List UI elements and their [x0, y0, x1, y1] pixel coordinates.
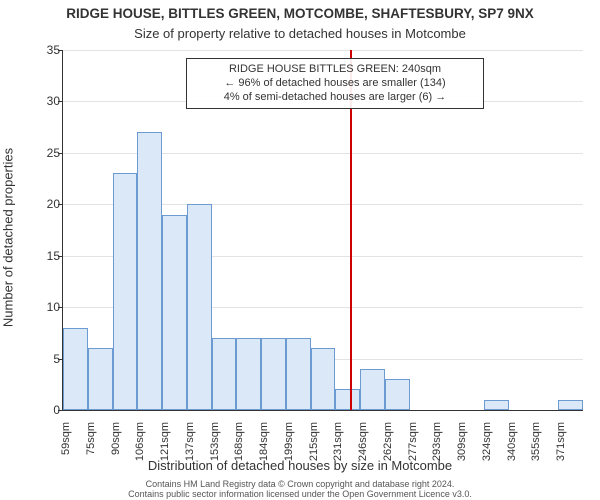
gridline: [63, 50, 583, 51]
histogram-bar: [63, 328, 88, 410]
histogram-bar: [360, 369, 385, 410]
histogram-bar: [286, 338, 311, 410]
y-tick-label: 20: [30, 197, 60, 211]
histogram-bar: [187, 204, 212, 410]
histogram-bar: [558, 400, 583, 410]
footer-line1: Contains HM Land Registry data © Crown c…: [146, 479, 455, 489]
histogram-bar: [236, 338, 261, 410]
histogram-bar: [385, 379, 410, 410]
chart-container: RIDGE HOUSE, BITTLES GREEN, MOTCOMBE, SH…: [0, 0, 600, 500]
y-tick-label: 5: [30, 352, 60, 366]
x-axis-label: Distribution of detached houses by size …: [0, 458, 600, 473]
annot-line3: 4% of semi-detached houses are larger (6…: [224, 91, 447, 103]
y-tick-label: 15: [30, 249, 60, 263]
histogram-bar: [88, 348, 113, 410]
histogram-bar: [261, 338, 286, 410]
plot-area: RIDGE HOUSE BITTLES GREEN: 240sqm ← 96% o…: [62, 50, 583, 411]
annot-line1: RIDGE HOUSE BITTLES GREEN: 240sqm: [229, 63, 441, 75]
chart-subtitle: Size of property relative to detached ho…: [0, 26, 600, 41]
histogram-bar: [162, 215, 187, 410]
histogram-bar: [137, 132, 162, 410]
histogram-bar: [212, 338, 237, 410]
histogram-bar: [484, 400, 509, 410]
footer-line2: Contains public sector information licen…: [128, 489, 472, 499]
y-tick-label: 10: [30, 300, 60, 314]
annotation-box: RIDGE HOUSE BITTLES GREEN: 240sqm ← 96% o…: [186, 58, 484, 109]
y-tick-label: 0: [30, 403, 60, 417]
histogram-bar: [335, 389, 360, 410]
footer: Contains HM Land Registry data © Crown c…: [0, 480, 600, 500]
y-axis-label: Number of detached properties: [1, 148, 16, 327]
y-tick-label: 35: [30, 43, 60, 57]
histogram-bar: [113, 173, 138, 410]
annot-line2: ← 96% of detached houses are smaller (13…: [224, 77, 445, 89]
y-tick-label: 30: [30, 94, 60, 108]
y-tick-label: 25: [30, 146, 60, 160]
histogram-bar: [311, 348, 336, 410]
chart-title: RIDGE HOUSE, BITTLES GREEN, MOTCOMBE, SH…: [0, 6, 600, 21]
